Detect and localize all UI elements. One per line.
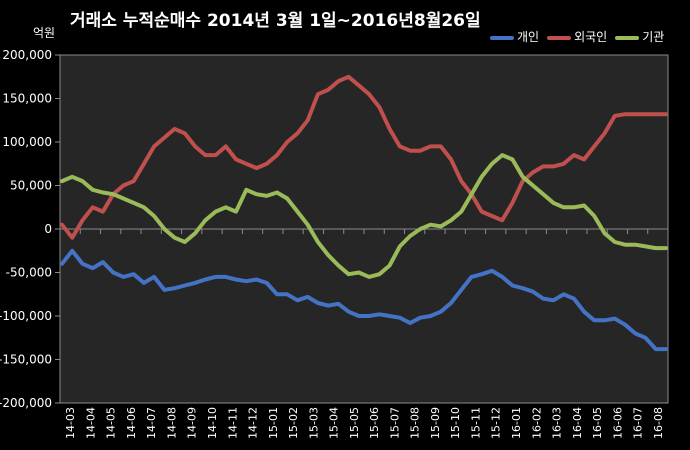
y-tick-label: 100,000 — [2, 135, 52, 149]
legend-swatch — [490, 35, 514, 40]
x-tick-label: 16-01 — [510, 407, 523, 439]
x-tick-label: 14-11 — [226, 407, 239, 439]
x-tick-label: 16-04 — [571, 407, 584, 439]
legend-item: 외국인 — [547, 28, 607, 45]
y-tick-label: -200,000 — [0, 396, 52, 410]
y-tick-label: -150,000 — [0, 353, 52, 367]
legend-label: 기관 — [642, 30, 665, 44]
x-tick-label: 14-08 — [165, 407, 178, 439]
y-tick-label: -50,000 — [6, 266, 52, 280]
x-tick-label: 15-01 — [267, 407, 280, 439]
x-tick-label: 15-06 — [368, 407, 381, 439]
legend-swatch — [615, 35, 640, 40]
x-tick-label: 14-03 — [64, 407, 77, 439]
x-tick-label: 15-08 — [409, 407, 422, 439]
y-tick-label: 50,000 — [10, 179, 52, 193]
x-tick-label: 15-03 — [307, 407, 320, 439]
x-tick-label: 14-10 — [206, 407, 219, 439]
legend-item: 기관 — [615, 28, 664, 45]
series-line-외국인 — [60, 74, 668, 240]
y-tick-label: 150,000 — [2, 92, 52, 106]
x-tick-label: 14-06 — [125, 407, 138, 439]
x-tick-label: 14-04 — [84, 407, 97, 439]
x-tick-label: 14-07 — [145, 407, 158, 439]
x-tick-label: 14-12 — [247, 407, 260, 439]
y-axis-unit-label: 억원 — [33, 26, 56, 40]
x-tick-label: 15-05 — [348, 407, 361, 439]
x-tick-label: 15-07 — [388, 407, 401, 439]
x-tick-label: 15-02 — [287, 407, 300, 439]
x-tick-label: 15-09 — [429, 407, 442, 439]
x-tick-label: 14-09 — [186, 407, 199, 439]
x-tick-label: 15-04 — [328, 407, 341, 439]
x-tick-label: 15-10 — [449, 407, 462, 439]
x-tick-label: 16-07 — [632, 407, 645, 439]
legend-label: 개인 — [517, 30, 540, 44]
x-tick-label: 15-12 — [490, 407, 503, 439]
legend: 개인 외국인 기관 — [490, 28, 672, 45]
legend-swatch — [547, 35, 572, 40]
x-tick-label: 14-05 — [105, 407, 118, 439]
x-tick-label: 16-03 — [551, 407, 564, 439]
legend-item: 개인 — [490, 28, 539, 45]
y-tick-label: 0 — [44, 222, 52, 236]
y-tick-label: 200,000 — [2, 48, 52, 62]
series-line-기관 — [60, 153, 668, 279]
x-tick-label: 16-05 — [591, 407, 604, 439]
legend-label: 외국인 — [574, 30, 608, 44]
series-line-개인 — [60, 248, 668, 352]
x-tick-label: 16-02 — [530, 407, 543, 439]
x-tick-label: 16-06 — [611, 407, 624, 439]
x-tick-label: 16-08 — [652, 407, 665, 439]
chart-title: 거래소 누적순매수 2014년 3월 1일~2016년8월26일 — [70, 11, 481, 31]
y-tick-label: -100,000 — [0, 309, 52, 323]
x-tick-label: 15-11 — [469, 407, 482, 439]
